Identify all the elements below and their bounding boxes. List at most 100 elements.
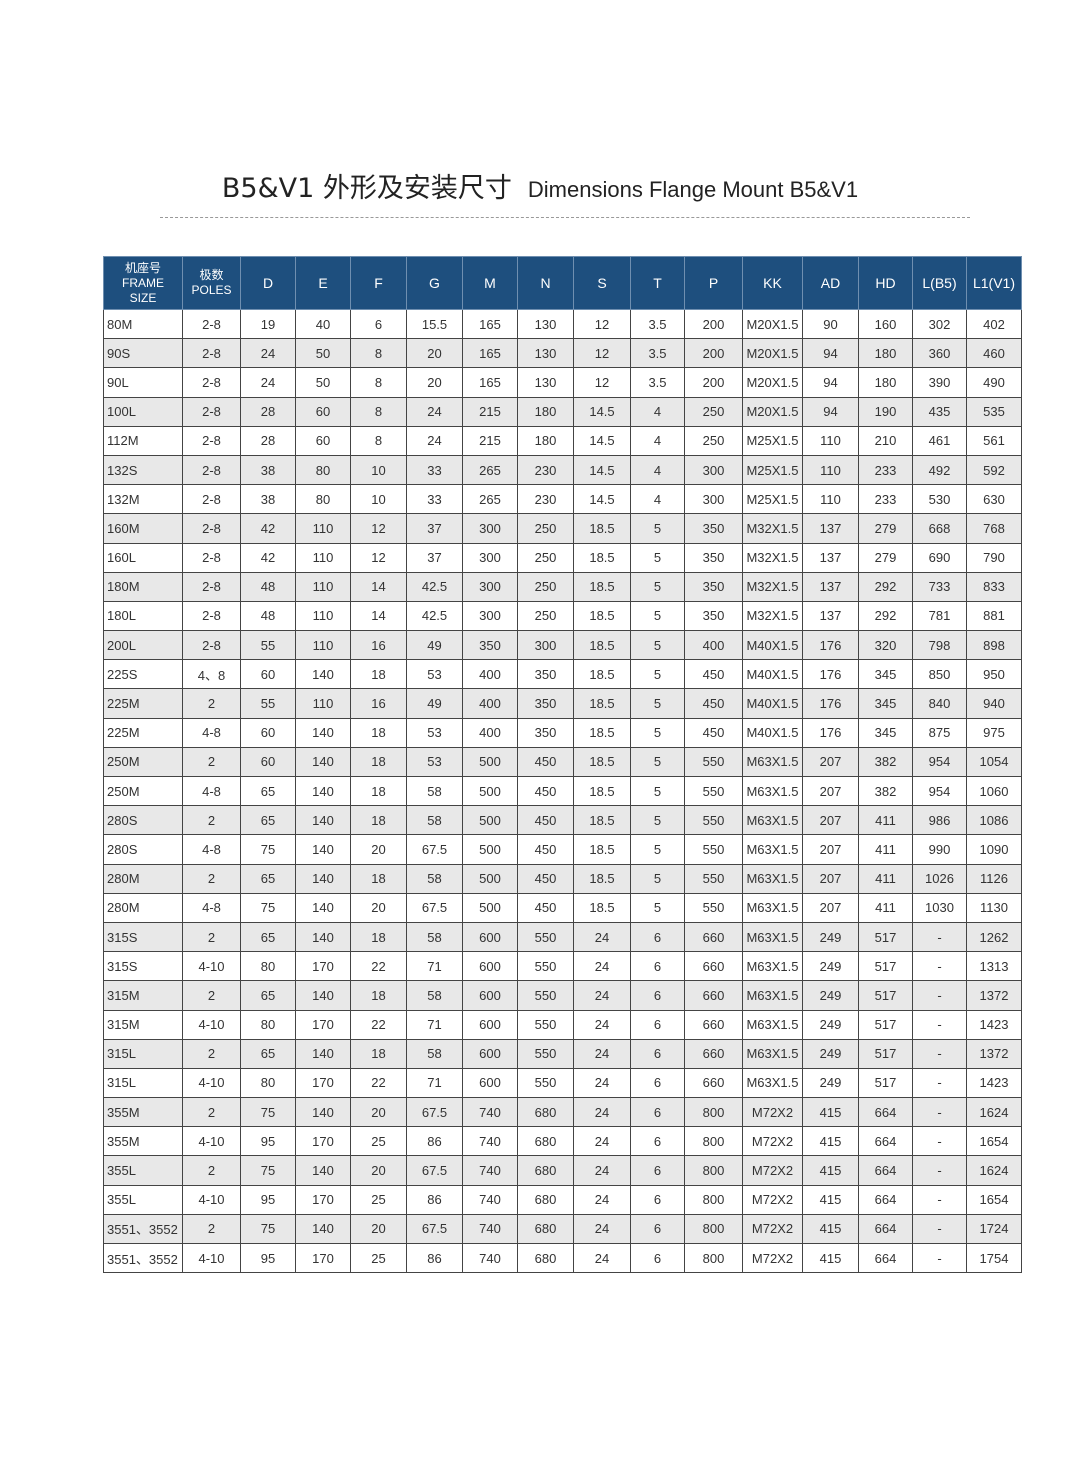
table-cell: 350 xyxy=(684,513,743,544)
table-cell: 25 xyxy=(350,1184,407,1215)
table-cell: 18.5 xyxy=(573,805,631,836)
table-cell: M72X2 xyxy=(742,1126,803,1157)
table-cell: 5 xyxy=(630,513,685,544)
column-header: S xyxy=(573,256,631,310)
table-cell: M63X1.5 xyxy=(742,921,803,953)
table-cell: 411 xyxy=(858,834,913,865)
table-cell: 415 xyxy=(802,1155,859,1186)
table-cell: 2-8 xyxy=(182,542,241,573)
table-row: 355M 4-10 95 170 25 86 740 680 24 6 800 M72X2 415 664… xyxy=(103,1126,1022,1157)
table-cell: 1754 xyxy=(966,1242,1022,1274)
table-cell: 2-8 xyxy=(182,484,241,515)
table-cell: 180 xyxy=(517,425,574,456)
table-cell: 5 xyxy=(630,659,685,690)
table-cell: 24 xyxy=(573,1242,631,1274)
table-cell: 14.5 xyxy=(573,425,631,456)
table-row: 280M 4-8 75 140 20 67.5 500 450 18.5 5 550 M63X1.5 2… xyxy=(103,892,1022,923)
table-cell: 600 xyxy=(462,951,518,982)
table-cell: 517 xyxy=(858,1038,913,1069)
table-cell: 42 xyxy=(240,542,296,573)
table-cell: 2-8 xyxy=(182,600,241,632)
column-header: E xyxy=(295,256,351,310)
table-cell: 402 xyxy=(966,308,1022,340)
table-cell: 4、8 xyxy=(182,659,241,690)
table-cell: 345 xyxy=(858,659,913,690)
table-cell: 18.5 xyxy=(573,513,631,544)
table-cell: 5 xyxy=(630,775,685,807)
table-cell: 249 xyxy=(802,921,859,953)
table-cell: 660 xyxy=(684,921,743,953)
table-cell: - xyxy=(912,921,967,953)
table-cell: 292 xyxy=(858,571,913,602)
table-cell: 110 xyxy=(295,600,351,632)
table-cell: 550 xyxy=(684,863,743,894)
table-cell: 18.5 xyxy=(573,717,631,748)
table-cell: 230 xyxy=(517,484,574,515)
table-cell: 94 xyxy=(802,338,859,369)
table-cell: - xyxy=(912,1067,967,1099)
table-cell: 382 xyxy=(858,775,913,807)
table-cell: 86 xyxy=(406,1242,463,1274)
table-cell: 600 xyxy=(462,1038,518,1069)
table-cell: M63X1.5 xyxy=(742,951,803,982)
table-cell: 6 xyxy=(630,1213,685,1245)
table-cell: - xyxy=(912,1038,967,1069)
table-cell: 292 xyxy=(858,600,913,632)
table-cell: 350 xyxy=(462,630,518,661)
table-cell: 18 xyxy=(350,746,407,778)
table-cell: 20 xyxy=(350,892,407,923)
table-cell: 415 xyxy=(802,1184,859,1215)
table-cell: 530 xyxy=(912,484,967,515)
table-cell: - xyxy=(912,1184,967,1215)
table-cell: 250 xyxy=(517,542,574,573)
table-cell: 48 xyxy=(240,571,296,602)
table-cell: 781 xyxy=(912,600,967,632)
table-cell: 132M xyxy=(103,484,183,515)
table-cell: 250 xyxy=(517,513,574,544)
table-cell: 4-10 xyxy=(182,1126,241,1157)
table-cell: 2 xyxy=(182,746,241,778)
table-cell: 1313 xyxy=(966,951,1022,982)
table-row: 315M 4-10 80 170 22 71 600 550 24 6 660 M63X1.5 249 5… xyxy=(103,1009,1022,1040)
table-cell: 170 xyxy=(295,951,351,982)
header-line: KK xyxy=(763,274,782,291)
table-cell: 280S xyxy=(103,834,183,865)
table-cell: 1624 xyxy=(966,1097,1022,1128)
table-cell: 280M xyxy=(103,863,183,894)
table-cell: 207 xyxy=(802,834,859,865)
table-cell: 2 xyxy=(182,805,241,836)
table-cell: 350 xyxy=(517,659,574,690)
header-line: F xyxy=(374,274,383,291)
table-cell: 668 xyxy=(912,513,967,544)
table-cell: - xyxy=(912,1213,967,1245)
table-cell: 90L xyxy=(103,367,183,398)
table-cell: 18.5 xyxy=(573,834,631,865)
table-cell: 170 xyxy=(295,1009,351,1040)
table-cell: 58 xyxy=(406,863,463,894)
table-row: 180M 2-8 48 110 14 42.5 300 250 18.5 5 350 M32X1.5 1… xyxy=(103,571,1022,602)
table-cell: 53 xyxy=(406,717,463,748)
table-cell: 160M xyxy=(103,513,183,544)
table-cell: 130 xyxy=(517,338,574,369)
table-cell: 740 xyxy=(462,1155,518,1186)
table-cell: M20X1.5 xyxy=(742,396,803,427)
table-row: 90S 2-8 24 50 8 20 165 130 12 3.5 200 M20X1.5 94 180 3… xyxy=(103,338,1022,369)
table-cell: 250 xyxy=(684,425,743,456)
table-row: 355L 4-10 95 170 25 86 740 680 24 6 800 M72X2 415 664… xyxy=(103,1184,1022,1215)
table-cell: 22 xyxy=(350,1067,407,1099)
table-cell: 850 xyxy=(912,659,967,690)
table-cell: 5 xyxy=(630,542,685,573)
table-cell: 350 xyxy=(517,688,574,719)
header-line: POLES xyxy=(191,283,232,297)
header-line: HD xyxy=(875,274,896,291)
table-cell: 50 xyxy=(295,338,351,369)
table-cell: 67.5 xyxy=(406,1213,463,1245)
table-cell: M72X2 xyxy=(742,1184,803,1215)
table-cell: 86 xyxy=(406,1126,463,1157)
table-cell: 740 xyxy=(462,1097,518,1128)
table-cell: 5 xyxy=(630,863,685,894)
table-cell: M63X1.5 xyxy=(742,980,803,1011)
table-cell: M20X1.5 xyxy=(742,367,803,398)
table-cell: 25 xyxy=(350,1242,407,1274)
table-row: 225M 4-8 60 140 18 53 400 350 18.5 5 450 M40X1.5 176… xyxy=(103,717,1022,748)
